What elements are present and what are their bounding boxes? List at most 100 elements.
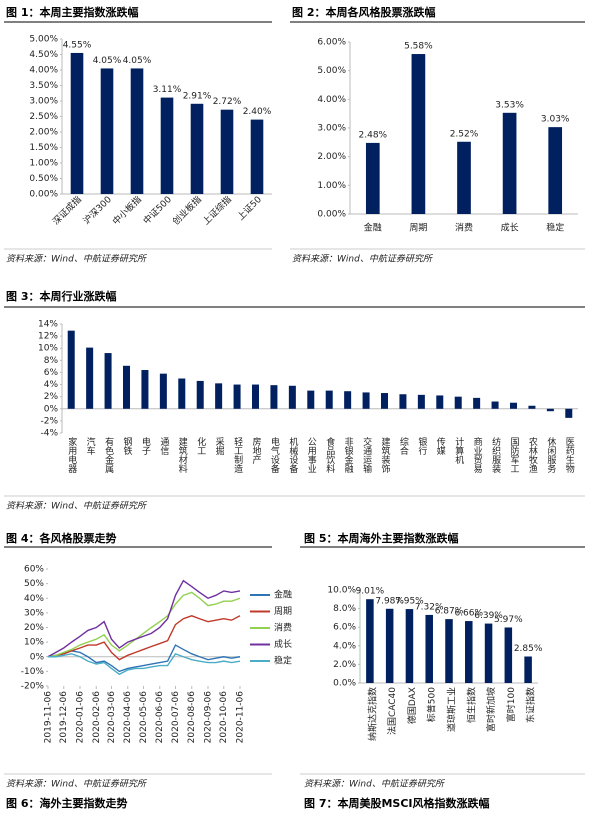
x-tick-label: 2020-10-06 [219,691,229,744]
x-tick-label: 交通运输 [361,436,372,474]
x-tick-label: 通信 [158,437,169,456]
value-label: 7.98% [375,596,404,606]
bar [251,384,260,409]
y-tick-label: 0% [30,652,45,662]
y-tick-label: 8% [44,356,59,366]
source: 资料来源：Wind、中航证券研究所 [292,254,434,265]
bar [220,109,234,194]
x-tick-label: 建筑材料 [177,436,188,474]
x-tick-label: 汽车 [85,436,96,456]
bar [457,141,471,214]
y-tick-label: 10% [24,638,44,648]
y-tick-label: 40% [24,594,44,604]
bar [67,330,75,409]
x-tick-label: 轻工制造 [232,436,243,474]
value-label: 2.48% [359,130,388,140]
y-tick-label: 5.00% [317,66,346,76]
x-tick-label: 2020-05-06 [139,691,149,744]
x-tick-label: 建筑装饰 [380,436,391,474]
series-line [47,644,241,673]
source: 资料来源：Wind、中航证券研究所 [6,254,148,265]
bar [362,392,370,409]
bar [399,394,407,409]
bar [546,408,554,412]
x-tick-label: 标普500 [426,687,438,722]
value-label: 2.40% [243,107,272,117]
source: 资料来源：Wind、中航证券研究所 [6,779,148,790]
bar [270,385,278,409]
legend-label: 周期 [274,606,292,617]
y-tick-label: -10% [21,667,45,677]
y-tick-label: 5.00% [29,35,58,45]
x-tick-label: 稳定 [546,222,564,234]
value-label: 2.91% [183,91,212,101]
bar [325,390,333,409]
y-tick-label: -20% [21,682,45,692]
y-tick-label: 60% [24,565,44,575]
x-tick-label: 成长 [501,222,519,234]
x-tick-label: 金融 [364,222,382,234]
x-tick-label: 钢铁 [122,436,133,456]
value-label: 3.11% [153,85,182,95]
bar [178,378,186,409]
bar [565,408,573,418]
x-tick-label: 休闲服务 [545,436,556,474]
bar [411,54,426,214]
x-tick-label: 电气设备 [269,436,280,473]
value-label: 7.32% [415,602,444,612]
y-tick-label: 4.50% [29,50,58,60]
value-label: 6.66% [454,609,483,619]
bar [425,614,433,683]
x-tick-label: 医药生物 [564,437,575,474]
y-tick-label: 4.00% [317,95,346,105]
bar [196,380,204,409]
y-tick-label: 4.00% [29,66,58,76]
value-label: 2.52% [450,129,479,139]
x-tick-label: 沪深300 [81,193,115,227]
y-tick-label: -4% [40,429,58,439]
bar [100,68,114,194]
y-tick-label: 20% [24,623,44,633]
bar [366,599,374,683]
bar [548,127,563,214]
value-label: 3.03% [541,115,570,125]
bar [436,395,444,409]
x-tick-label: 2020-02-06 [92,691,102,744]
y-tick-label: 12% [38,332,58,342]
value-label: 6.87% [435,607,464,617]
y-tick-label: 1.00% [317,181,346,191]
y-tick-label: 14% [38,320,58,330]
y-tick-label: 1.00% [29,159,58,169]
x-tick-label: 传媒 [435,436,446,456]
bar [445,619,453,683]
value-label: 9.01% [356,587,385,597]
x-tick-label: 德国DAX [406,687,418,724]
y-tick-label: -2% [40,416,58,426]
bar [504,627,513,683]
y-tick-label: 3.00% [317,124,346,134]
series-line [47,579,241,658]
y-tick-label: 0.50% [29,174,58,184]
x-tick-label: 采掘 [214,437,225,456]
value-label: 5.97% [494,615,523,625]
legend-label: 成长 [274,638,292,650]
y-tick-label: 3.50% [29,81,58,91]
x-tick-label: 中小板指 [110,193,144,227]
x-tick-label: 非银金融 [343,436,354,474]
value-label: 3.53% [495,100,524,110]
figure-title: 图 1：本周主要指数涨跌幅 [6,5,138,19]
y-tick-label: 2.00% [317,152,346,162]
y-tick-label: 10% [38,344,58,354]
y-tick-label: 4.0% [333,641,356,651]
x-tick-label: 计算机 [453,436,464,465]
figure-title: 图 2：本周各风格股票涨跌幅 [292,5,435,19]
x-tick-label: 消费 [455,222,473,234]
x-tick-label: 农林牧渔 [527,436,538,473]
y-tick-label: 4% [44,380,59,390]
series-line [47,591,241,658]
y-tick-label: 0.00% [29,190,58,200]
y-tick-label: 2.50% [29,112,58,122]
y-tick-label: 0.00% [317,210,346,220]
x-tick-label: 上证综指 [200,193,234,227]
bar [484,623,493,683]
